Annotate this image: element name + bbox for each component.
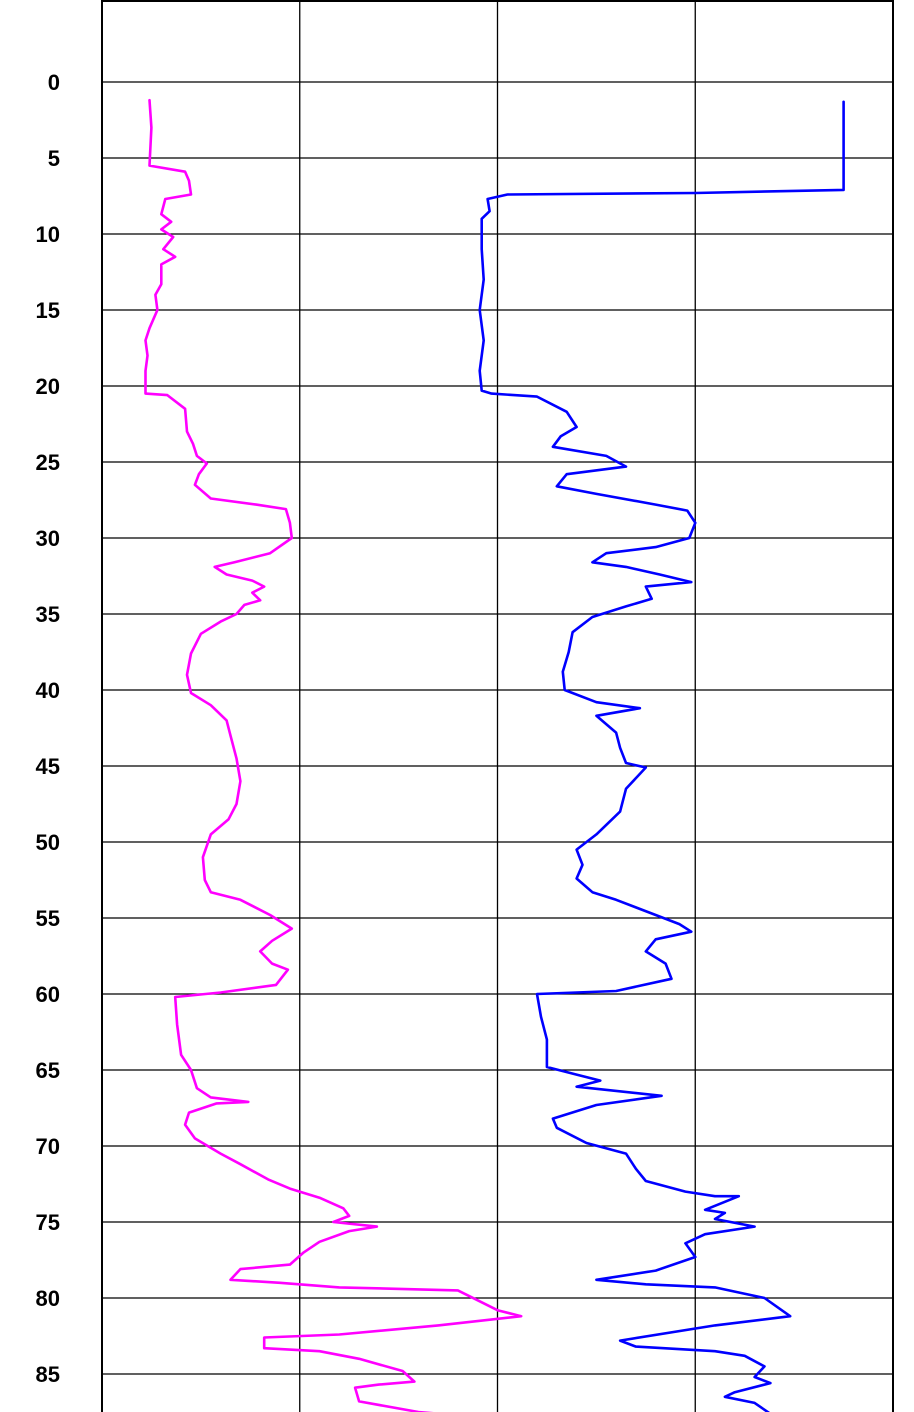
- y-tick-label-5: 5: [48, 146, 60, 171]
- y-tick-label-60: 60: [36, 982, 60, 1007]
- y-tick-label-15: 15: [36, 298, 60, 323]
- y-tick-label-20: 20: [36, 374, 60, 399]
- y-tick-label-75: 75: [36, 1210, 60, 1235]
- y-tick-label-65: 65: [36, 1058, 60, 1083]
- y-tick-label-50: 50: [36, 830, 60, 855]
- grid-layer: [101, 0, 894, 1412]
- y-tick-label-30: 30: [36, 526, 60, 551]
- series-line-2: [478, 100, 845, 1412]
- y-tick-label-35: 35: [36, 602, 60, 627]
- y-tick-label-80: 80: [36, 1286, 60, 1311]
- y-tick-label-25: 25: [36, 450, 60, 475]
- series-layer: [144, 98, 845, 1412]
- y-tick-label-55: 55: [36, 906, 60, 931]
- y-tick-label-10: 10: [36, 222, 60, 247]
- y-tick-label-85: 85: [36, 1362, 60, 1387]
- y-tick-label-0: 0: [48, 70, 60, 95]
- y-tick-label-70: 70: [36, 1134, 60, 1159]
- y-tick-label-45: 45: [36, 754, 60, 779]
- series-line-1: [144, 98, 523, 1412]
- y-tick-label-40: 40: [36, 678, 60, 703]
- y-tick-labels: 0 5 10 15 20 25 30 35 40 45 50 55 60 65 70 75 80 85: [36, 70, 60, 1387]
